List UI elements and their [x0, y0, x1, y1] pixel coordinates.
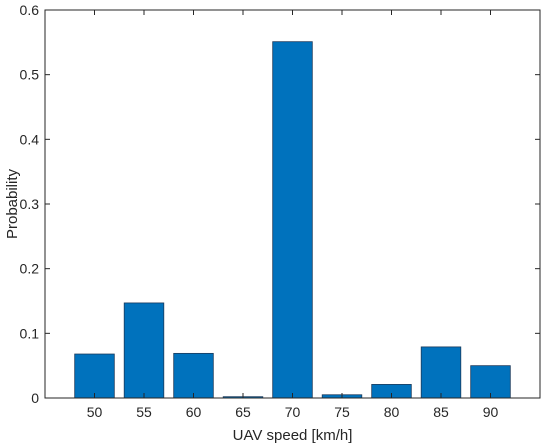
y-tick-label-2: 0.2 — [20, 261, 40, 277]
x-tick-label-90: 90 — [483, 404, 499, 420]
x-tick-label-70: 70 — [285, 404, 301, 420]
x-tick-label-60: 60 — [186, 404, 202, 420]
bar-85 — [420, 346, 462, 399]
y-tick-label-5: 0.5 — [20, 67, 40, 83]
bar-55 — [123, 302, 165, 399]
x-tick-label-55: 55 — [136, 404, 152, 420]
y-tick-label-0: 0 — [31, 390, 39, 406]
x-axis-title: UAV speed [km/h] — [233, 427, 353, 444]
bar-60 — [173, 352, 214, 399]
x-axis-ticks: 50 55 60 65 70 75 80 85 90 — [87, 10, 499, 420]
y-axis-ticks: 0 0.1 0.2 0.3 0.4 0.5 0.6 — [20, 2, 540, 406]
bar-70 — [272, 41, 313, 399]
y-tick-label-3: 0.3 — [20, 196, 40, 212]
y-tick-label-4: 0.4 — [20, 131, 40, 147]
plot-area-box — [44, 9, 541, 399]
bar-50 — [74, 353, 115, 399]
x-tick-label-75: 75 — [334, 404, 350, 420]
bars-group — [74, 41, 511, 399]
x-tick-label-65: 65 — [235, 404, 251, 420]
x-tick-label-80: 80 — [384, 404, 400, 420]
y-axis-title: Probability — [4, 168, 21, 239]
x-tick-label-85: 85 — [433, 404, 449, 420]
y-tick-label-6: 0.6 — [20, 2, 40, 18]
y-tick-label-1: 0.1 — [20, 325, 40, 341]
bar-90 — [470, 365, 511, 399]
x-tick-label-50: 50 — [87, 404, 103, 420]
